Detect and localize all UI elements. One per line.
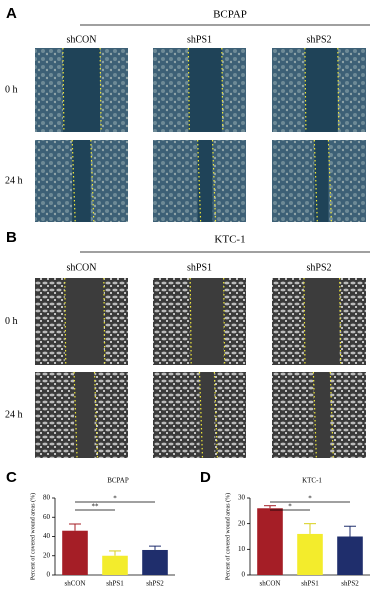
wound-gap — [304, 48, 338, 132]
wound-edge — [339, 277, 342, 366]
wound-edge — [327, 139, 332, 223]
panel-label: D — [200, 469, 211, 486]
x-tick-label: shPS1 — [106, 580, 124, 588]
chart-title: KTC-1 — [302, 477, 322, 485]
y-tick-label: 20 — [238, 519, 246, 527]
wound-edge — [189, 277, 192, 366]
y-tick-label: 0 — [242, 571, 246, 579]
wound-gap — [190, 278, 224, 365]
significance-label: * — [113, 495, 117, 503]
row-label: 24 h — [5, 409, 23, 420]
chart-title: BCPAP — [107, 477, 129, 485]
y-tick-label: 30 — [238, 494, 246, 502]
wound-gap — [188, 48, 222, 132]
cell-line: KTC-1 — [214, 234, 245, 246]
row-label: 24 h — [5, 175, 23, 186]
x-tick-label: shPS1 — [301, 580, 319, 588]
cell-line: BCPAP — [213, 9, 247, 21]
wound-edge — [103, 277, 106, 366]
wound-gap — [197, 140, 213, 222]
column-label: shCON — [66, 262, 96, 273]
y-axis-label: Percent of covered wound areas (%) — [29, 493, 36, 580]
wound-gap — [303, 278, 340, 365]
wound-edge — [223, 277, 226, 366]
bar — [62, 530, 88, 575]
significance-label: * — [288, 503, 292, 511]
column-label: shCON — [66, 34, 96, 45]
wound-edge — [303, 277, 306, 366]
wound-edge — [313, 139, 318, 223]
x-tick-label: shPS2 — [146, 580, 164, 588]
wound-edge — [197, 139, 202, 223]
y-tick-label: 20 — [43, 551, 51, 559]
x-tick-label: shCON — [259, 580, 280, 588]
row-label: 0 h — [5, 316, 18, 327]
bar — [297, 533, 323, 575]
y-tick-label: 40 — [43, 532, 51, 540]
significance-label: ** — [92, 503, 100, 511]
wound-edge — [211, 139, 217, 223]
bar — [142, 549, 168, 575]
x-tick-label: shCON — [64, 580, 85, 588]
wound-gap — [313, 372, 331, 458]
x-tick-label: shPS2 — [341, 580, 359, 588]
panel-label: B — [6, 229, 17, 246]
bar — [337, 536, 363, 575]
wound-edge — [71, 139, 76, 223]
wound-gap — [74, 372, 95, 458]
row-label: 0 h — [5, 84, 18, 95]
y-tick-label: 60 — [43, 513, 51, 521]
panel-label: A — [6, 5, 17, 22]
wound-gap — [62, 48, 101, 132]
wound-gap — [64, 278, 104, 365]
wound-gap — [314, 140, 329, 222]
significance-label: * — [308, 495, 312, 503]
column-label: shPS1 — [187, 262, 212, 273]
column-label: shPS2 — [306, 34, 331, 45]
y-tick-label: 0 — [47, 571, 51, 579]
column-label: shPS1 — [187, 34, 212, 45]
column-label: shPS2 — [306, 262, 331, 273]
bar — [257, 508, 283, 575]
bar — [102, 555, 128, 575]
y-tick-label: 80 — [43, 494, 51, 502]
wound-gap — [72, 140, 91, 222]
panel-label: C — [6, 469, 17, 486]
wound-edge — [90, 139, 95, 223]
wound-gap — [199, 372, 215, 458]
y-tick-label: 10 — [238, 545, 246, 553]
y-axis-label: Percent of covered wound areas (%) — [224, 493, 231, 580]
wound-edge — [64, 277, 67, 366]
